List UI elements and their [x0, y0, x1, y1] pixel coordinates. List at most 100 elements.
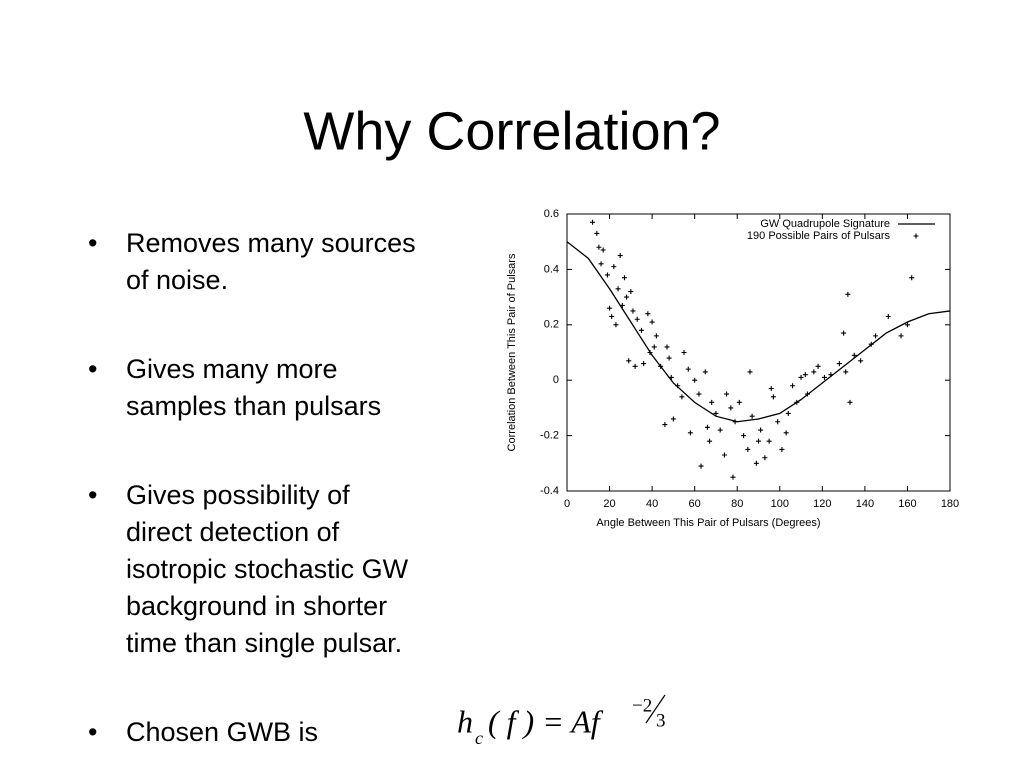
point	[590, 219, 596, 225]
y-tick-label: 0.6	[544, 208, 559, 220]
point	[768, 386, 774, 392]
point	[675, 383, 681, 389]
point	[847, 399, 853, 405]
point	[638, 327, 644, 333]
point	[647, 350, 653, 355]
point	[736, 399, 742, 405]
point	[668, 374, 674, 380]
formula-num: −2	[632, 695, 652, 716]
x-tick-label: 20	[603, 498, 615, 510]
formula-h: h	[457, 703, 473, 739]
legend-label: 190 Possible Pairs of Pulsars	[747, 230, 891, 242]
point	[696, 391, 702, 397]
point	[868, 341, 874, 347]
y-tick-label: -0.2	[540, 430, 559, 442]
point	[707, 438, 713, 444]
point	[598, 261, 604, 267]
point	[630, 308, 636, 314]
point	[730, 474, 736, 480]
point	[666, 355, 672, 361]
x-tick-label: 120	[813, 498, 831, 510]
bullet-text: isotropic stochastic GW	[126, 554, 409, 584]
legend-label: GW Quadrupole Signature	[760, 218, 890, 230]
point	[798, 374, 804, 380]
point	[821, 374, 827, 380]
point	[698, 463, 704, 469]
point	[615, 286, 621, 292]
point	[909, 275, 915, 281]
x-axis-label: Angle Between This Pair of Pulsars (Degr…	[596, 517, 820, 529]
point	[841, 330, 847, 336]
point	[709, 399, 715, 405]
point	[624, 294, 630, 300]
point	[811, 369, 817, 375]
point	[770, 394, 776, 400]
bullet-text: time than single pulsar.	[126, 628, 402, 658]
y-axis-label: Correlation Between This Pair of Pulsars	[506, 253, 518, 451]
point	[687, 430, 693, 436]
point	[794, 399, 800, 405]
point	[628, 289, 634, 295]
bullet-text: background in shorter	[126, 591, 387, 621]
point	[611, 264, 617, 270]
point	[741, 433, 747, 439]
point	[873, 333, 879, 339]
y-tick-label: 0.2	[544, 319, 559, 331]
point	[756, 438, 761, 444]
point	[704, 424, 710, 430]
point	[747, 369, 753, 375]
point	[692, 377, 698, 383]
point	[613, 322, 619, 328]
point	[641, 361, 647, 367]
point	[728, 405, 734, 411]
point	[783, 430, 789, 436]
point	[670, 416, 676, 422]
point	[762, 455, 768, 461]
point	[790, 383, 796, 389]
point	[785, 410, 791, 416]
point	[904, 322, 910, 328]
point	[758, 427, 764, 433]
bullet-text: samples than pulsars	[126, 391, 381, 421]
point	[626, 358, 632, 364]
legend-swatch	[913, 233, 919, 239]
point	[775, 419, 781, 425]
y-tick-label: -0.4	[540, 485, 559, 497]
bullet-dot: •	[88, 354, 97, 384]
point	[721, 452, 727, 458]
x-tick-label: 160	[898, 498, 916, 510]
point	[702, 369, 708, 375]
point	[653, 333, 659, 339]
point	[604, 272, 610, 278]
bullet-text: Gives possibility of	[126, 480, 350, 510]
point	[749, 413, 755, 419]
point	[600, 247, 606, 253]
point	[732, 419, 738, 425]
point	[609, 313, 615, 319]
point	[828, 372, 834, 378]
x-tick-label: 180	[941, 498, 959, 510]
curve	[566, 241, 951, 423]
bullet-text: Chosen GWB is	[126, 717, 318, 747]
point	[651, 344, 657, 350]
point	[621, 275, 627, 281]
point	[607, 305, 613, 311]
point	[632, 363, 638, 369]
x-tick-label: 80	[731, 498, 743, 510]
formula-sub: c	[475, 728, 483, 748]
point	[594, 230, 600, 236]
point	[685, 366, 691, 372]
x-tick-label: 100	[771, 498, 789, 510]
x-tick-label: 0	[564, 498, 570, 510]
point	[843, 369, 849, 375]
point	[898, 333, 904, 339]
point	[724, 391, 730, 397]
point	[658, 363, 664, 369]
point	[766, 438, 772, 444]
formula: h c ( f ) = Af −2 3	[457, 694, 666, 748]
point	[779, 446, 785, 452]
point	[717, 427, 723, 433]
point	[836, 361, 842, 367]
bullet-text: Removes many sources	[126, 228, 416, 258]
point	[645, 311, 651, 317]
